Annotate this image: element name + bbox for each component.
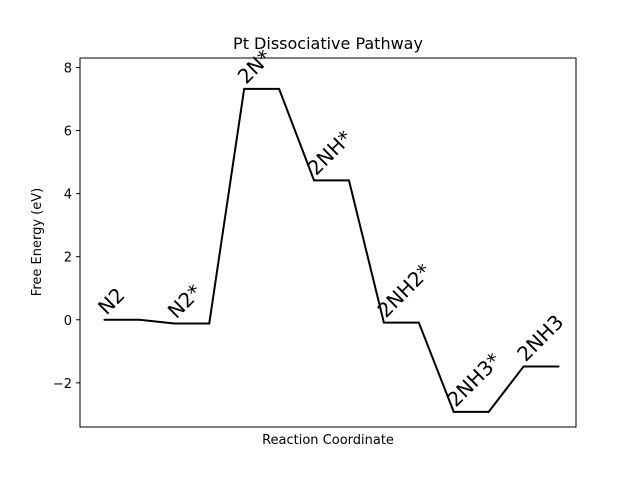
y-tick-label: 2 [64,251,72,266]
y-tick-label: 8 [64,61,72,76]
step-label: 2NH2* [372,259,435,322]
transition-line [208,87,246,325]
y-axis-label: Free Energy (eV) [30,188,45,296]
y-tick-label: 4 [64,188,72,203]
y-axis-ticks: −2 0 2 4 6 8 [53,61,80,392]
x-axis-label: Reaction Coordinate [262,433,394,448]
step-label: 2NH3 [512,310,568,366]
step-labels: N2 N2*2N*2NH*2NH2*2NH3*2NH3 [93,45,568,412]
step-label: N2 [93,283,130,320]
transition-line [138,318,176,325]
transition-line [278,87,316,182]
y-tick-label: 0 [64,314,72,329]
step-label: N2* [163,279,207,323]
plot-frame [79,57,577,428]
step-label: 2NH* [303,126,357,180]
transition-line [417,321,455,413]
y-tick-label: −2 [53,377,72,392]
transition-line [487,365,525,413]
chart-title: Pt Dissociative Pathway [233,34,423,53]
energy-pathway [103,87,560,413]
transition-line [347,179,385,324]
y-tick-label: 6 [64,125,72,140]
